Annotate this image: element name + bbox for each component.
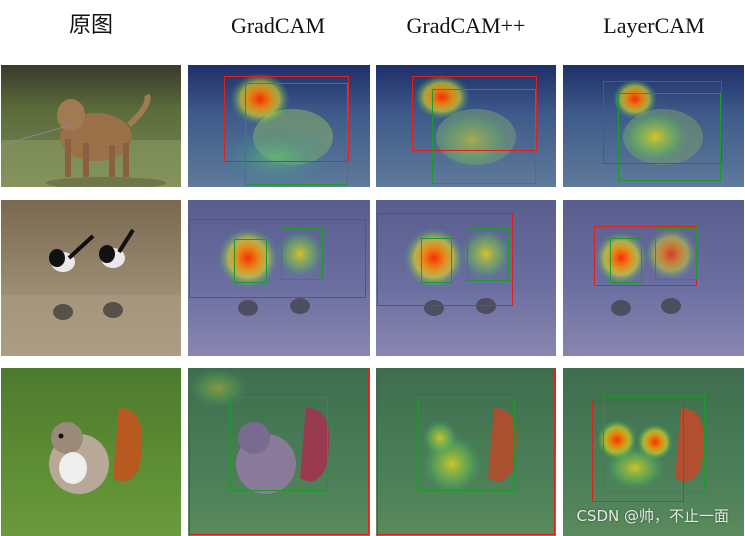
row2-original-magpies-image: [1, 200, 181, 356]
watermark: CSDN @帅，不止一面: [576, 507, 729, 525]
row3-original-squirrel-image: [1, 368, 181, 536]
row1-layercam-dog-image: [563, 65, 744, 187]
row1-gradcampp-green-box: [432, 89, 536, 184]
row2-layercam-magpies-image: [563, 200, 744, 356]
row2-gradcampp-green-box-2: [467, 228, 509, 281]
row3-gradcampp-squirrel-image: [376, 368, 556, 536]
row2-gradcampp-green-box-1: [421, 238, 452, 283]
row3-gradcam-green-box: [230, 397, 328, 491]
row1-gradcampp-red-box: [412, 76, 537, 151]
row2-gradcampp-red-box: [377, 213, 513, 306]
row1-original-dog-image: [1, 65, 181, 187]
row2-layercam-green-box-1: [610, 238, 642, 283]
row3-layercam-red-box: [592, 401, 684, 502]
row3-layercam-squirrel-image: [563, 368, 744, 536]
row1-gradcam-dog-image: [188, 65, 370, 187]
row1-gradcam-green-box: [245, 83, 348, 185]
column-title-gradcampp: GradCAM++: [406, 13, 526, 38]
row3-gradcam-squirrel-image: [188, 368, 370, 536]
row3-gradcampp-green-box: [418, 397, 515, 491]
column-title-original: 原图: [68, 13, 113, 38]
row3-layercam-green-box: [603, 396, 705, 492]
row1-layercam-green-box: [618, 93, 721, 181]
row2-gradcampp-magpies-image: [376, 200, 556, 356]
row2-layercam-green-box-2: [655, 228, 697, 280]
row2-gradcam-green-box-1: [234, 239, 267, 283]
row2-gradcam-green-box-2: [281, 228, 323, 280]
row1-layercam-red-box: [603, 81, 722, 164]
row2-gradcam-magpies-image: [188, 200, 370, 356]
row1-gradcam-red-box: [224, 76, 349, 162]
column-title-layercam: LayerCAM: [603, 13, 705, 38]
row1-gradcampp-dog-image: [376, 65, 556, 187]
row3-gradcampp-red-box: [377, 369, 555, 535]
row2-gradcam-red-box: [189, 219, 366, 298]
row3-gradcam-red-box: [189, 369, 369, 535]
column-title-gradcam: GradCAM: [230, 13, 326, 38]
